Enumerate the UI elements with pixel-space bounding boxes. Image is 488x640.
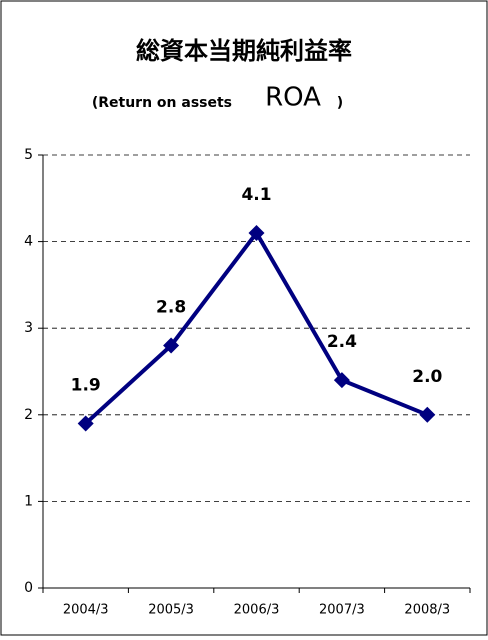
data-label: 2.0 <box>412 367 442 387</box>
data-label: 4.1 <box>241 185 271 205</box>
data-label: 1.9 <box>71 375 101 395</box>
data-label: 2.8 <box>156 298 186 318</box>
chart-subtitle-emphasis: ROA <box>265 83 321 113</box>
x-tick-label: 2006/3 <box>234 603 280 618</box>
marker <box>77 415 94 432</box>
x-tick-label: 2008/3 <box>404 603 450 618</box>
y-tick-label: 0 <box>24 580 33 596</box>
x-tick-label: 2007/3 <box>319 603 365 618</box>
marker <box>333 372 350 389</box>
y-tick-label: 2 <box>24 407 33 423</box>
y-tick-label: 1 <box>24 493 33 509</box>
marker <box>248 224 265 241</box>
x-tick-label: 2004/3 <box>63 603 109 618</box>
x-tick-label: 2005/3 <box>148 603 194 618</box>
y-tick-label: 3 <box>24 320 33 336</box>
data-label: 2.4 <box>327 332 357 352</box>
chart-subtitle: (Return on assets <box>92 95 232 111</box>
chart-title: 総資本当期純利益率 <box>136 37 352 65</box>
y-tick-label: 4 <box>24 234 33 250</box>
y-tick-label: 5 <box>24 147 33 163</box>
marker <box>419 406 436 423</box>
chart-subtitle-close: ) <box>337 95 343 111</box>
marker <box>163 337 180 354</box>
